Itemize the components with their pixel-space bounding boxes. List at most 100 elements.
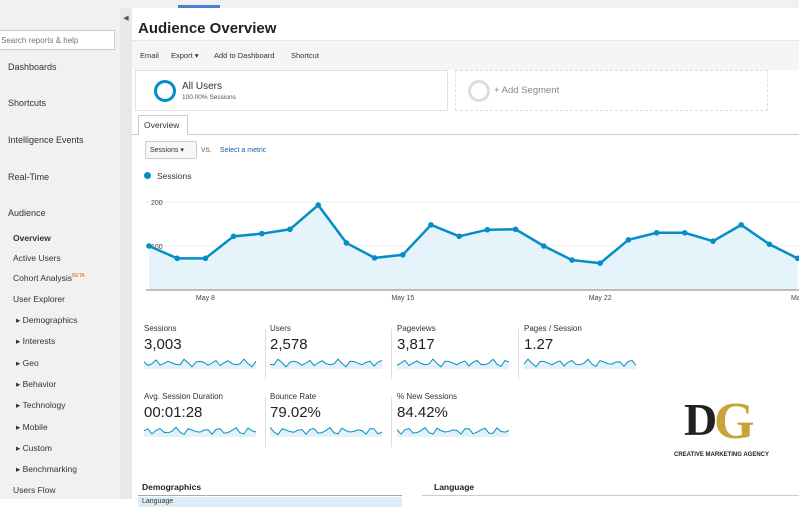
sidebar-sub-demographics[interactable]: ▸ Demographics xyxy=(16,315,78,325)
metric-label: Bounce Rate xyxy=(270,392,317,401)
metric-label: Pageviews xyxy=(397,324,436,333)
sidebar-sub-custom[interactable]: ▸ Custom xyxy=(16,442,52,453)
data-point xyxy=(569,257,575,263)
sidebar-sub-user-explorer[interactable]: User Explorer xyxy=(13,294,65,304)
data-point xyxy=(343,240,350,246)
metric-value: 3,003 xyxy=(144,336,182,353)
sidebar-sub-interests[interactable]: ▸ Interests xyxy=(16,336,56,347)
sparkline xyxy=(397,426,510,437)
data-point xyxy=(710,238,716,244)
sidebar-item-dashboards[interactable]: Dashboards xyxy=(8,62,57,72)
metric-label: % New Sessions xyxy=(397,392,458,401)
data-point xyxy=(202,255,209,262)
top-bar xyxy=(0,0,799,8)
agency-logo: D G CREATIVE MARKETING AGENCY xyxy=(672,380,782,460)
data-point xyxy=(174,255,180,262)
y-tick-label: 100 xyxy=(151,244,163,251)
export-label: Export xyxy=(171,51,193,60)
add-to-dashboard-button[interactable]: Add to Dashboard xyxy=(214,51,275,60)
active-tab-indicator xyxy=(178,5,220,8)
sidebar-sub-technology[interactable]: ▸ Technology xyxy=(16,400,66,411)
data-point xyxy=(794,255,799,262)
sparkline xyxy=(144,426,257,437)
metric-label: Sessions xyxy=(144,324,177,333)
data-point xyxy=(146,243,152,249)
data-point xyxy=(428,222,434,228)
add-segment-button[interactable]: + Add Segment xyxy=(455,70,768,111)
data-point xyxy=(738,222,744,228)
metric-selector-value: Sessions xyxy=(150,147,179,154)
export-button[interactable]: Export ▾ xyxy=(171,51,199,60)
language-heading: Language xyxy=(434,482,475,492)
segment-pct: 100.00% Sessions xyxy=(182,94,236,101)
data-point xyxy=(371,255,378,261)
sidebar: Dashboards Shortcuts Intelligence Events… xyxy=(0,8,120,499)
metric-label: Avg. Session Duration xyxy=(144,392,224,401)
search-input[interactable] xyxy=(0,30,115,50)
main-content: Audience Overview Email Export ▾ Add to … xyxy=(132,8,799,507)
data-point xyxy=(541,243,547,249)
sidebar-sub-users-flow[interactable]: Users Flow xyxy=(13,485,56,496)
data-point xyxy=(625,237,632,243)
data-point xyxy=(315,202,321,208)
sidebar-sub-mobile[interactable]: ▸ Mobile xyxy=(16,421,48,432)
sidebar-sub-active-users[interactable]: Active Users xyxy=(13,253,61,263)
metric-value: 00:01:28 xyxy=(144,404,203,421)
metric-label: Pages / Session xyxy=(524,324,582,333)
metric-label: Users xyxy=(270,324,291,333)
data-point xyxy=(766,241,773,248)
data-point xyxy=(682,230,688,236)
data-point xyxy=(259,230,265,237)
metric-selector[interactable]: Sessions ▾ xyxy=(145,141,197,159)
sidebar-item-shortcuts[interactable]: Shortcuts xyxy=(8,98,47,108)
add-segment-label: + Add Segment xyxy=(494,85,560,96)
metric-avg-session-duration: Avg. Session Duration 00:01:28 xyxy=(144,392,269,437)
y-tick-label: 200 xyxy=(151,200,163,207)
tab-overview[interactable]: Overview xyxy=(138,115,188,135)
page-title: Audience Overview xyxy=(138,20,277,37)
sidebar-sub-overview[interactable]: Overview xyxy=(13,233,51,243)
x-tick-label: May 8 xyxy=(196,295,215,302)
data-point xyxy=(230,233,237,240)
language-divider xyxy=(422,495,799,496)
sidebar-sub-cohort[interactable]: Cohort AnalysisBETA xyxy=(13,273,85,283)
email-button[interactable]: Email xyxy=(140,51,159,60)
sidebar-sub-benchmarking[interactable]: ▸ Benchmarking xyxy=(16,464,77,475)
segment-name: All Users xyxy=(182,81,223,92)
segment-all-users[interactable]: All Users 100.00% Sessions xyxy=(135,70,448,111)
sidebar-item-intelligence[interactable]: Intelligence Events xyxy=(8,135,84,145)
x-tick-label: May 15 xyxy=(391,295,414,302)
metric-value: 1.27 xyxy=(524,336,554,353)
data-point xyxy=(597,260,603,266)
x-tick-label: May 22 xyxy=(589,295,612,302)
collapse-sidebar-button[interactable]: ◀ xyxy=(120,8,132,499)
demographics-divider xyxy=(138,495,402,496)
metric-value: 79.02% xyxy=(270,404,321,421)
sidebar-sub-geo[interactable]: ▸ Geo xyxy=(16,357,39,368)
add-segment-ring-icon xyxy=(468,80,490,102)
select-metric-link[interactable]: Select a metric xyxy=(220,147,267,154)
area-fill xyxy=(149,205,798,290)
sidebar-item-audience[interactable]: Audience xyxy=(8,208,46,218)
tab-divider xyxy=(132,134,799,135)
legend-label: Sessions xyxy=(157,171,192,181)
data-point xyxy=(287,226,293,233)
sparkline xyxy=(144,358,257,369)
sidebar-sub-behavior[interactable]: ▸ Behavior xyxy=(16,378,57,389)
metric-value: 2,578 xyxy=(270,336,308,353)
shortcut-button[interactable]: Shortcut xyxy=(291,51,319,60)
data-point xyxy=(456,233,463,240)
cohort-label: Cohort Analysis xyxy=(13,273,73,283)
data-point xyxy=(653,230,660,236)
data-point xyxy=(512,226,519,233)
metric-users: Users 2,578 xyxy=(270,324,395,369)
data-point xyxy=(484,226,491,233)
metric-separator xyxy=(518,329,519,379)
series-line xyxy=(148,203,799,265)
sparkline xyxy=(270,358,383,369)
segment-ring-icon xyxy=(154,80,176,102)
svg-text:G: G xyxy=(714,393,754,450)
sessions-chart[interactable]: 200 100 May 8 May 15 May 22 May xyxy=(132,188,799,303)
metric-separator xyxy=(391,329,392,379)
sidebar-item-realtime[interactable]: Real-Time xyxy=(8,172,50,182)
